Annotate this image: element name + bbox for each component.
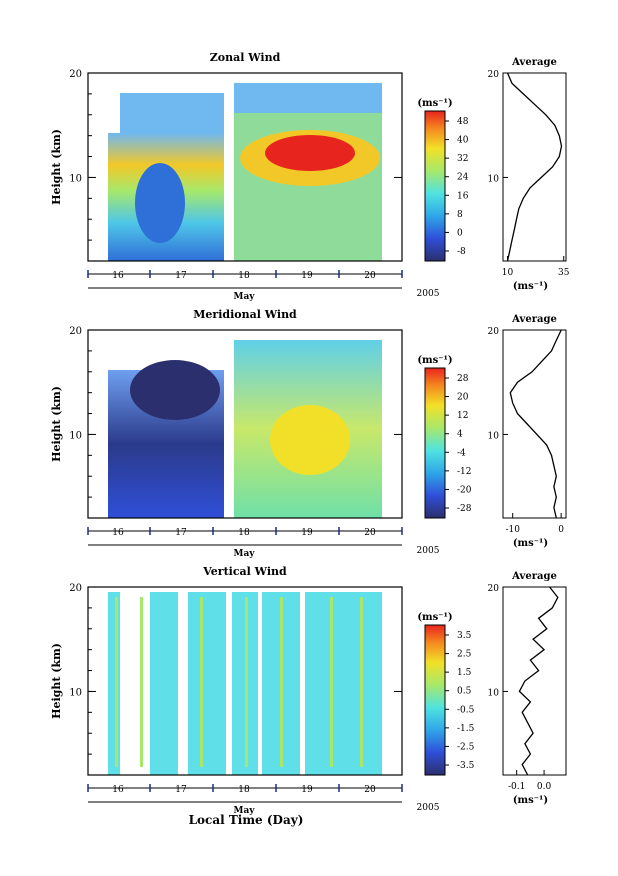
plot-frame (87, 586, 403, 776)
colorbar-tick-label: -28 (457, 504, 472, 514)
x-tick-label: 19 (301, 271, 313, 281)
colorbar-tick-label: -2.5 (457, 742, 475, 752)
month-label: May (233, 806, 255, 816)
average-frame (502, 329, 567, 519)
average-x-tick: 0.0 (537, 782, 552, 792)
month-label: May (233, 292, 255, 302)
colorbar-tick-label: 48 (457, 117, 469, 127)
average-profile-line (506, 72, 563, 262)
y-tick-label: 20 (69, 326, 82, 337)
colorbar (424, 367, 446, 519)
average-profile-line (518, 586, 559, 776)
average-profile-line (509, 329, 562, 519)
average-x-label: (ms⁻¹) (513, 795, 548, 806)
heatmap-field (108, 592, 382, 775)
year-label: 2005 (417, 289, 440, 299)
average-x-label: (ms⁻¹) (513, 538, 548, 549)
colorbar-tick-label: 16 (457, 191, 469, 201)
y-tick-label: 10 (69, 173, 82, 184)
x-tick-label: 18 (238, 528, 250, 538)
x-axis-label: Local Time (Day) (189, 813, 304, 827)
x-tick-label: 16 (112, 785, 124, 795)
y-tick-label: 10 (69, 687, 82, 698)
colorbar-unit: (ms⁻¹) (417, 612, 452, 623)
colorbar-tick-label: 20 (457, 393, 469, 403)
colorbar-tick-label: 2.5 (457, 650, 472, 660)
colorbar-tick-label: 1.5 (457, 668, 472, 678)
colorbar-tick-label: -12 (457, 467, 472, 477)
colorbar-tick-label: 40 (457, 136, 469, 146)
y-tick-label: 20 (69, 69, 82, 80)
x-tick-label: 18 (238, 785, 250, 795)
year-label: 2005 (417, 546, 440, 556)
colorbar-unit: (ms⁻¹) (417, 98, 452, 109)
x-tick-label: 17 (175, 271, 187, 281)
average-frame (502, 586, 567, 776)
average-x-label: (ms⁻¹) (513, 281, 548, 292)
colorbar (424, 624, 446, 776)
average-y-tick: 20 (488, 327, 500, 337)
colorbar-tick-label: -1.5 (457, 724, 475, 734)
x-tick-label: 16 (112, 271, 124, 281)
year-label: 2005 (417, 803, 440, 813)
heatmap-field (108, 340, 382, 518)
plot-frame (87, 72, 403, 262)
x-tick-label: 18 (238, 271, 250, 281)
colorbar-tick-label: 32 (457, 154, 468, 164)
colorbar-tick-label: -8 (457, 247, 466, 257)
colorbar-tick-label: 3.5 (457, 631, 472, 641)
panel-2: Vertical Wind 10 20 Height (km) 16 17 18 19 20 Ma… (50, 565, 567, 816)
colorbar-tick-label: 8 (457, 210, 463, 220)
average-title: Average (511, 571, 557, 582)
colorbar-tick-label: 4 (457, 430, 463, 440)
x-tick-label: 17 (175, 528, 187, 538)
colorbar-tick-label: -0.5 (457, 705, 475, 715)
average-title: Average (511, 57, 557, 68)
average-y-tick: 20 (488, 584, 500, 594)
colorbar-tick-label: -20 (457, 485, 472, 495)
average-x-tick: 0 (558, 525, 564, 535)
average-y-tick: 20 (488, 70, 500, 80)
average-x-tick: 35 (558, 268, 570, 278)
panel-title: Vertical Wind (202, 565, 287, 578)
x-tick-label: 20 (364, 528, 376, 538)
colorbar-unit: (ms⁻¹) (417, 355, 452, 366)
y-axis-label: Height (km) (50, 386, 63, 462)
average-x-tick: -10 (505, 525, 520, 535)
x-tick-label: 19 (301, 785, 313, 795)
plot-frame (87, 329, 403, 519)
panel-1: Meridional Wind 10 20 Height (km) 16 17 18 19 20… (50, 308, 567, 559)
x-tick-label: 17 (175, 785, 187, 795)
x-tick-label: 20 (364, 785, 376, 795)
colorbar-tick-label: 12 (457, 411, 468, 421)
colorbar-tick-label: 24 (457, 173, 469, 183)
panel-title: Zonal Wind (210, 51, 281, 64)
colorbar-tick-label: 0.5 (457, 687, 472, 697)
average-y-tick: 10 (488, 688, 500, 698)
colorbar-tick-label: 0 (457, 228, 463, 238)
average-x-tick: 10 (502, 268, 514, 278)
average-title: Average (511, 314, 557, 325)
colorbar-tick-label: -3.5 (457, 761, 475, 771)
average-y-tick: 10 (488, 174, 500, 184)
panel-title: Meridional Wind (193, 308, 297, 321)
x-tick-label: 20 (364, 271, 376, 281)
x-tick-label: 16 (112, 528, 124, 538)
average-y-tick: 10 (488, 431, 500, 441)
x-tick-label: 19 (301, 528, 313, 538)
average-frame (502, 72, 567, 262)
colorbar-tick-label: 28 (457, 374, 469, 384)
month-label: May (233, 549, 255, 559)
heatmap-field (108, 83, 382, 261)
y-tick-label: 20 (69, 583, 82, 594)
colorbar (424, 110, 446, 262)
y-tick-label: 10 (69, 430, 82, 441)
y-axis-label: Height (km) (50, 643, 63, 719)
colorbar-tick-label: -4 (457, 448, 466, 458)
panel-0: Zonal Wind 10 20 Height (km) 16 17 18 19 20 May 20… (50, 51, 570, 302)
average-x-tick: -0.1 (508, 782, 525, 792)
y-axis-label: Height (km) (50, 129, 63, 205)
